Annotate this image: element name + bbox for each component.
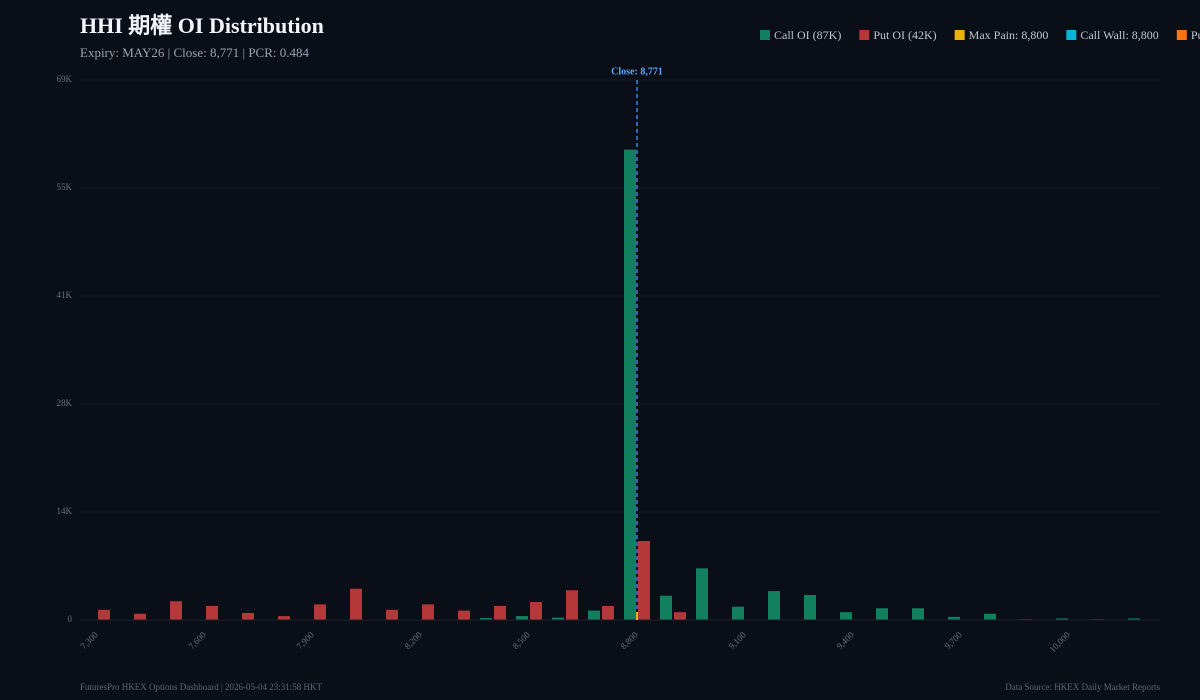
bar xyxy=(602,605,614,620)
bar xyxy=(566,590,578,620)
bar xyxy=(1128,618,1140,620)
bar xyxy=(804,594,816,620)
footer-left: FuturesPro HKEX Options Dashboard | 2026… xyxy=(80,682,323,692)
bar xyxy=(674,612,686,620)
y-tick-label: 69K xyxy=(57,74,73,84)
y-tick-label: 14K xyxy=(57,506,73,516)
bar xyxy=(134,613,146,620)
legend-swatch xyxy=(859,30,870,40)
bar xyxy=(386,609,398,620)
legend-swatch xyxy=(760,30,770,40)
bar xyxy=(516,616,528,620)
bar xyxy=(480,618,492,620)
bar xyxy=(458,610,470,620)
bar xyxy=(840,612,852,620)
bar xyxy=(350,588,362,620)
bar xyxy=(912,608,924,620)
bar xyxy=(768,591,780,620)
bar xyxy=(278,616,290,620)
legend-label: Call OI (87K) xyxy=(774,28,841,42)
chart-subtitle: Expiry: MAY26 | Close: 8,771 | PCR: 0.48… xyxy=(80,45,309,60)
legend-swatch xyxy=(1176,30,1187,40)
y-tick-label: 28K xyxy=(57,398,73,408)
bar xyxy=(638,540,650,620)
legend-label: Max Pain: 8,800 xyxy=(969,28,1049,42)
bar xyxy=(242,612,254,620)
legend-label: Put Wall xyxy=(1191,28,1200,42)
y-tick-label: 0 xyxy=(68,614,73,624)
bar xyxy=(876,608,888,620)
bar xyxy=(948,616,960,620)
bar xyxy=(530,602,542,620)
y-tick-label: 41K xyxy=(57,290,73,300)
y-tick-label: 55K xyxy=(57,182,73,192)
legend-swatch xyxy=(1066,30,1077,40)
bar xyxy=(696,568,708,620)
bar xyxy=(624,149,636,621)
bar xyxy=(552,617,564,620)
bar xyxy=(206,605,218,620)
legend-swatch xyxy=(954,30,965,40)
bar xyxy=(588,610,600,620)
bar xyxy=(314,604,326,620)
bar xyxy=(1056,618,1068,620)
close-label: Close: 8,771 xyxy=(611,66,663,77)
footer-right: Data Source: HKEX Daily Market Reports xyxy=(1005,682,1160,692)
bar xyxy=(98,609,110,620)
chart-title: HHI 期權 OI Distribution xyxy=(80,13,324,38)
legend-label: Put OI (42K) xyxy=(873,28,936,42)
bar xyxy=(494,605,506,620)
bar xyxy=(170,601,182,620)
bar xyxy=(422,604,434,620)
bar xyxy=(984,613,996,620)
max-pain-marker xyxy=(636,612,638,620)
legend-label: Call Wall: 8,800 xyxy=(1080,28,1158,42)
bar xyxy=(732,606,744,620)
bar xyxy=(660,595,672,620)
